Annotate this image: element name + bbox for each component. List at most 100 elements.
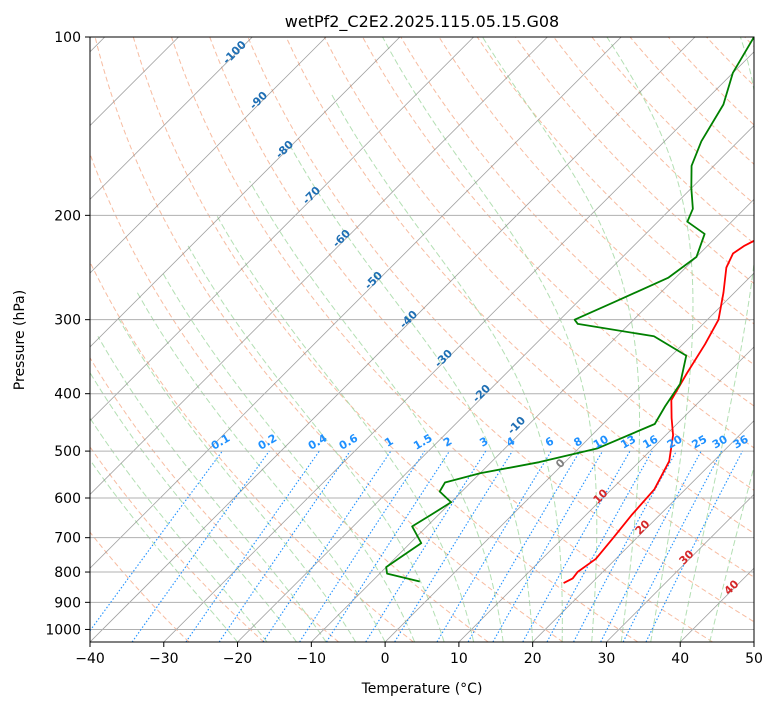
mixing-ratio-line <box>90 450 223 632</box>
temperature-line <box>563 239 754 584</box>
dry-adiabat-label: -80 <box>273 138 296 161</box>
mixing-ratio-label: 36 <box>731 432 751 451</box>
dry-adiabat <box>90 531 190 642</box>
mixing-ratio-line <box>436 450 552 642</box>
moist-adiabat <box>116 315 357 642</box>
y-tick-label: 1000 <box>45 622 81 638</box>
dry-adiabat <box>132 37 639 642</box>
mixing-ratio-label: 13 <box>618 433 638 452</box>
mixing-ratio-label: 3 <box>477 435 490 450</box>
dry-adiabat <box>515 37 754 285</box>
mixing-ratio-line <box>546 450 653 642</box>
mixing-ratio-label: 0.2 <box>256 432 279 453</box>
mixing-ratio-line <box>325 450 450 642</box>
y-tick-label: 300 <box>54 313 81 329</box>
y-axis-label: Pressure (hPa) <box>12 290 28 390</box>
isotherm <box>753 641 754 642</box>
x-tick-label: 50 <box>745 651 763 667</box>
dry-adiabat <box>591 37 754 205</box>
dry-adiabat-label: -20 <box>470 382 493 405</box>
dry-adiabat <box>744 37 754 48</box>
moist-adiabat-label: 20 <box>633 517 653 537</box>
moist-adiabat <box>162 272 416 642</box>
dry-adiabat <box>706 37 754 87</box>
x-tick-label: 20 <box>524 651 542 667</box>
mixing-ratio-label: 30 <box>710 432 730 451</box>
mixing-ratio-line <box>622 450 723 642</box>
x-axis-label: Temperature (°C) <box>361 681 483 697</box>
line-labels: 0.1 0.2 0.4 0.6 1 1.5 2 3 4 6 8 10 13 16 20 25 30 36-100-… <box>209 38 751 598</box>
y-tick-label: 800 <box>54 565 81 581</box>
plot-area: 0.1 0.2 0.4 0.6 1 1.5 2 3 4 6 8 10 13 16 20 25 30 36-100-… <box>90 37 754 642</box>
dry-adiabat-label: -90 <box>247 89 270 112</box>
dry-adiabat <box>285 37 754 534</box>
x-tick-label: −30 <box>149 651 179 667</box>
dry-adiabat <box>90 152 489 642</box>
dry-adiabat <box>438 37 754 366</box>
dry-adiabat <box>553 37 754 245</box>
mixing-ratio-label: 1.5 <box>411 432 434 453</box>
dry-adiabat <box>90 446 265 642</box>
mixing-ratio-label: 16 <box>641 432 661 451</box>
mixing-ratio-line <box>299 450 426 642</box>
moist-adiabat <box>90 371 297 642</box>
x-tick-label: −40 <box>75 651 105 667</box>
y-tick-label: 600 <box>54 491 81 507</box>
moist-adiabat <box>679 37 754 642</box>
y-tick-label: 700 <box>54 531 81 547</box>
chart-title: wetPf2_C2E2.2025.115.05.15.G08 <box>285 12 559 32</box>
mixing-ratio-line <box>394 450 513 642</box>
mixing-ratio-label: 0.4 <box>306 431 330 452</box>
moist-adiabat <box>97 336 327 642</box>
mixing-ratio-line <box>573 450 677 642</box>
mixing-ratio-label: 1 <box>383 435 396 450</box>
x-tick-label: 0 <box>381 651 390 667</box>
dry-adiabat-label: -30 <box>432 347 455 370</box>
mixing-ratio-line <box>600 450 702 642</box>
mixing-ratio-line <box>467 450 581 642</box>
dry-adiabat-label: -70 <box>300 184 323 207</box>
dry-adiabat <box>629 37 754 165</box>
isotherm <box>90 37 401 348</box>
mixing-ratio-label: 2 <box>441 435 454 450</box>
isotherm <box>90 37 474 422</box>
mixing-ratio-label: 20 <box>665 432 685 451</box>
mixing-ratio-label: 0.1 <box>209 432 232 453</box>
dry-adiabat-label: -100 <box>220 38 249 67</box>
moist-adiabat <box>187 245 445 642</box>
mixing-ratio-label: 25 <box>690 433 710 452</box>
dry-adiabat <box>400 37 754 407</box>
y-tick-label: 900 <box>54 595 81 611</box>
mixing-ratio-label: 6 <box>543 434 556 449</box>
moist-adiabat <box>249 180 504 642</box>
moist-adiabat-label: 10 <box>591 486 611 506</box>
moist-adiabat <box>216 215 475 642</box>
isotherm <box>679 567 754 642</box>
isotherm <box>384 272 754 642</box>
mixing-ratio-line <box>365 450 487 642</box>
mixing-ratio-line <box>645 450 743 642</box>
dewpoint-line <box>385 37 754 583</box>
mixing-ratio-line <box>522 450 631 642</box>
dry-adiabat <box>209 37 754 623</box>
mixing-ratio-label: 8 <box>572 435 585 450</box>
x-tick-label: 30 <box>598 651 616 667</box>
y-tick-label: 500 <box>54 444 81 460</box>
moist-adiabat <box>90 417 268 642</box>
moist-adiabat <box>382 37 598 642</box>
isotherm <box>237 124 754 642</box>
moist-adiabat <box>331 94 563 642</box>
dry-adiabat <box>90 356 339 642</box>
isotherm <box>90 37 548 496</box>
isotherm <box>90 37 622 569</box>
x-tick-label: −10 <box>297 651 327 667</box>
isotherm <box>606 493 754 642</box>
moist-adiabat <box>90 459 238 642</box>
mixing-ratio-line <box>131 450 270 642</box>
isotherm <box>532 420 754 642</box>
dry-adiabat <box>323 37 754 491</box>
dry-adiabat-label: -50 <box>362 269 385 292</box>
dry-adiabat <box>476 37 754 325</box>
dry-adiabat <box>247 37 754 578</box>
